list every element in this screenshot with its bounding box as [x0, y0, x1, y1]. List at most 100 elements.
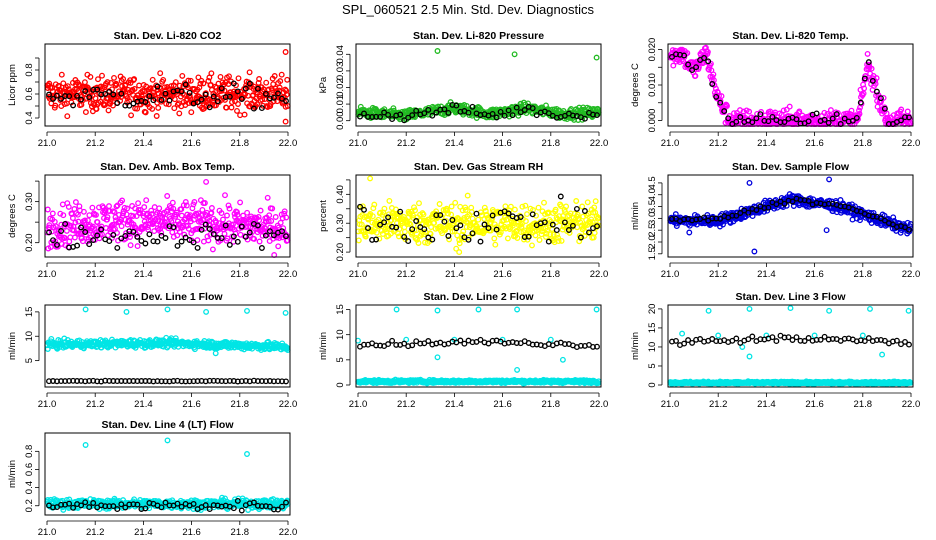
data-point: [95, 76, 101, 83]
outlier-point: [434, 48, 441, 54]
data-point: [255, 79, 262, 86]
reference-point: [681, 52, 688, 59]
reference-point: [361, 110, 367, 117]
data-point: [535, 204, 542, 211]
data-point: [362, 233, 369, 240]
reference-point: [230, 233, 237, 240]
data-point: [111, 209, 118, 216]
data-point: [412, 207, 418, 214]
y-tick-label: 15: [335, 304, 346, 315]
data-point: [392, 206, 399, 213]
data-point: [276, 84, 283, 91]
data-point: [212, 83, 219, 90]
data-point: [205, 237, 212, 244]
data-point: [261, 225, 268, 231]
y-tick-label: 0.000: [647, 109, 658, 133]
reference-point: [685, 61, 692, 68]
reference-point: [74, 92, 81, 99]
reference-point: [58, 95, 65, 102]
data-point: [158, 229, 165, 236]
data-point: [376, 235, 383, 242]
panel-title: Stan. Dev. Sample Flow: [732, 161, 850, 173]
reference-point: [453, 102, 460, 109]
data-point: [143, 197, 150, 204]
reference-point: [198, 226, 205, 233]
x-tick-label: 21.4: [134, 399, 153, 410]
data-point: [164, 193, 171, 199]
figure-title: SPL_060521 2.5 Min. Std. Dev. Diagnostic…: [342, 2, 594, 17]
reference-point: [425, 338, 432, 344]
outlier-point: [686, 229, 693, 236]
data-point: [256, 238, 263, 245]
reference-point: [162, 235, 169, 241]
data-point: [529, 242, 535, 249]
x-tick-label: 21.6: [805, 138, 824, 149]
reference-point: [78, 224, 85, 231]
data-point: [135, 200, 142, 207]
data-point: [161, 84, 168, 91]
reference-point: [898, 117, 904, 124]
data-point: [173, 209, 180, 216]
data-point: [106, 203, 112, 210]
data-point: [278, 211, 285, 218]
x-axis: 21.0 21.2 21.4 21.6 21.8 22.0: [38, 131, 297, 149]
reference-point: [214, 98, 221, 105]
data-point: [277, 219, 284, 226]
reference-point: [130, 228, 137, 235]
data-point: [242, 91, 249, 98]
y-tick-label: 0.03: [335, 62, 346, 81]
reference-point: [162, 90, 169, 97]
reference-point: [58, 228, 65, 234]
panel-4: Stan. Dev. Amb. Box Temp.degrees C21.0 21…: [7, 161, 297, 280]
reference-point: [877, 95, 884, 102]
x-tick-label: 21.8: [231, 399, 250, 410]
data-point: [183, 202, 190, 209]
y-axis-label: degrees C: [7, 194, 18, 238]
data-point: [81, 220, 88, 226]
x-tick-label: 21.4: [757, 138, 776, 149]
series-main: [44, 49, 291, 125]
reference-point: [254, 222, 261, 229]
x-tick-label: 21.2: [397, 399, 416, 410]
data-point: [821, 109, 828, 116]
reference-point: [98, 226, 105, 233]
reference-point: [46, 229, 52, 236]
reference-point: [186, 89, 193, 96]
x-tick-label: 21.4: [134, 138, 153, 149]
data-point: [401, 228, 408, 235]
reference-point: [170, 224, 177, 231]
data-point: [359, 203, 366, 210]
series-reference: [357, 101, 600, 124]
reference-point: [489, 110, 496, 117]
reference-point: [557, 193, 564, 200]
reference-point: [178, 238, 185, 245]
panel-title: Stan. Dev. Li-820 CO2: [114, 30, 222, 42]
reference-point: [425, 106, 432, 113]
data-point: [130, 213, 137, 220]
x-tick-label: 21.4: [445, 269, 464, 280]
data-point: [278, 71, 285, 78]
data-point: [92, 95, 99, 102]
reference-point: [138, 237, 145, 244]
outlier-point: [823, 227, 830, 234]
data-point: [61, 235, 68, 241]
data-point: [58, 71, 65, 78]
data-point: [128, 112, 135, 119]
reference-point: [218, 235, 225, 242]
x-axis: 21.0 21.2 21.4 21.6 21.8 22.0: [661, 262, 920, 280]
data-point: [80, 208, 87, 215]
data-point: [89, 223, 96, 230]
data-point: [218, 210, 225, 217]
data-point: [502, 203, 509, 210]
data-point: [137, 210, 144, 217]
data-point: [64, 113, 71, 120]
data-point: [704, 48, 711, 55]
data-point: [230, 221, 236, 228]
data-point: [436, 201, 443, 207]
data-point: [718, 93, 725, 100]
y-axis: 0.000.010.020.030.04: [335, 45, 351, 130]
reference-point: [110, 231, 117, 238]
